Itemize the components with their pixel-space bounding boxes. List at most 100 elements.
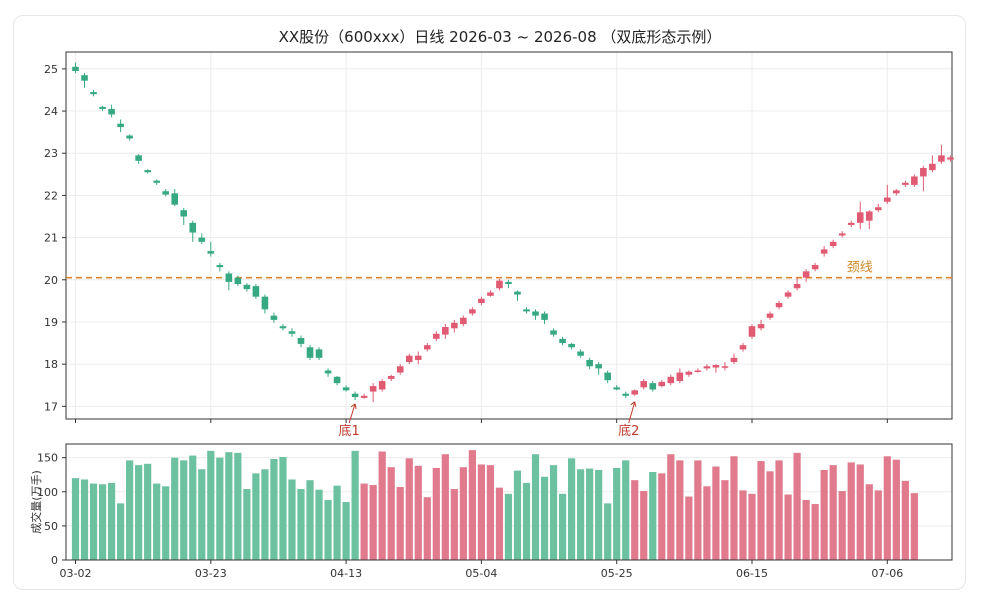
volume-bar bbox=[351, 450, 359, 560]
candle-body bbox=[225, 273, 233, 282]
candle bbox=[216, 262, 224, 272]
volume-bar bbox=[838, 491, 846, 560]
candle-body bbox=[577, 351, 584, 356]
candle-body bbox=[658, 381, 666, 387]
candle-body bbox=[126, 135, 133, 139]
candle bbox=[658, 380, 666, 388]
candle bbox=[460, 315, 467, 327]
volume-bar bbox=[315, 489, 323, 560]
volume-bar bbox=[441, 454, 449, 560]
candle-body bbox=[460, 317, 467, 325]
candle bbox=[586, 357, 593, 370]
candle-body bbox=[162, 191, 169, 195]
bottom-annotation: 底2 bbox=[618, 401, 639, 439]
volume-bar bbox=[107, 482, 116, 560]
candle-body bbox=[884, 197, 891, 202]
candle-body bbox=[523, 309, 530, 312]
candle bbox=[252, 284, 260, 299]
volume-bar bbox=[540, 476, 549, 560]
volume-bar bbox=[631, 480, 639, 560]
candle bbox=[532, 309, 539, 320]
date-tick-label: 04-13 bbox=[330, 567, 362, 580]
candle bbox=[396, 364, 404, 375]
candle-body bbox=[496, 280, 503, 289]
candle bbox=[360, 393, 368, 399]
candle-body bbox=[811, 265, 819, 270]
price-tick-label: 18 bbox=[44, 358, 58, 371]
candle bbox=[144, 169, 151, 174]
volume-axes-frame bbox=[65, 443, 953, 561]
candle-body bbox=[414, 355, 422, 360]
candle-body bbox=[360, 395, 368, 398]
candle bbox=[117, 119, 124, 133]
volume-bar bbox=[829, 465, 837, 560]
candle bbox=[947, 155, 954, 162]
candle-body bbox=[757, 324, 765, 329]
volume-bar bbox=[883, 456, 891, 560]
candle-body bbox=[315, 349, 323, 358]
candle-body bbox=[324, 370, 332, 374]
volume-bar bbox=[459, 467, 467, 560]
volume-bar bbox=[802, 499, 810, 560]
volume-bar bbox=[234, 452, 242, 560]
candle-body bbox=[820, 249, 828, 254]
candle bbox=[676, 368, 684, 384]
volume-bar bbox=[757, 461, 765, 560]
volume-bar bbox=[405, 458, 413, 560]
candle-body bbox=[478, 298, 485, 303]
volume-bar bbox=[207, 450, 215, 560]
date-tick-label: 07-06 bbox=[871, 567, 903, 580]
candle-body bbox=[279, 326, 287, 329]
candle bbox=[72, 62, 79, 74]
candle-body bbox=[469, 309, 476, 314]
candle bbox=[288, 328, 296, 337]
candle-body bbox=[207, 251, 215, 254]
candle bbox=[234, 275, 242, 287]
candle-body bbox=[694, 370, 702, 372]
candle-body bbox=[802, 271, 810, 278]
candle-body bbox=[712, 365, 720, 368]
volume-bar bbox=[495, 487, 504, 560]
volume-bar bbox=[477, 464, 485, 560]
candle bbox=[631, 389, 639, 396]
candle bbox=[99, 105, 106, 112]
candle-body bbox=[144, 170, 151, 173]
volume-bar bbox=[180, 460, 188, 560]
volume-bar bbox=[198, 469, 206, 560]
volume-bar bbox=[252, 473, 260, 560]
volume-bar bbox=[694, 460, 702, 560]
volume-bar bbox=[342, 502, 350, 560]
candle bbox=[478, 296, 485, 306]
volume-bar bbox=[712, 466, 720, 560]
volume-bar-series bbox=[71, 450, 918, 560]
candle bbox=[766, 311, 774, 320]
candle bbox=[559, 336, 566, 346]
candle-body bbox=[270, 315, 278, 320]
price-tick-label: 22 bbox=[44, 189, 58, 202]
price-tick-label: 24 bbox=[44, 105, 58, 118]
candle-body bbox=[784, 292, 792, 297]
volume-bar bbox=[225, 452, 233, 560]
volume-bar bbox=[874, 490, 882, 560]
candle-body bbox=[261, 296, 269, 310]
candle bbox=[81, 73, 88, 88]
candle bbox=[387, 374, 395, 382]
candle bbox=[324, 368, 332, 377]
volume-bar bbox=[865, 484, 873, 560]
volume-bar bbox=[784, 494, 792, 560]
candle-body bbox=[595, 364, 602, 369]
volume-bar bbox=[261, 469, 269, 560]
volume-bar bbox=[468, 450, 476, 560]
candle bbox=[811, 262, 819, 272]
candle bbox=[550, 328, 557, 337]
candle-body bbox=[856, 212, 864, 223]
candle-body bbox=[117, 123, 124, 128]
candle bbox=[225, 271, 233, 291]
candle bbox=[198, 233, 206, 244]
volume-bar bbox=[892, 459, 900, 560]
candle-body bbox=[947, 157, 954, 160]
candle-body bbox=[342, 387, 350, 391]
volume-bar bbox=[775, 460, 783, 560]
candle bbox=[694, 368, 702, 373]
